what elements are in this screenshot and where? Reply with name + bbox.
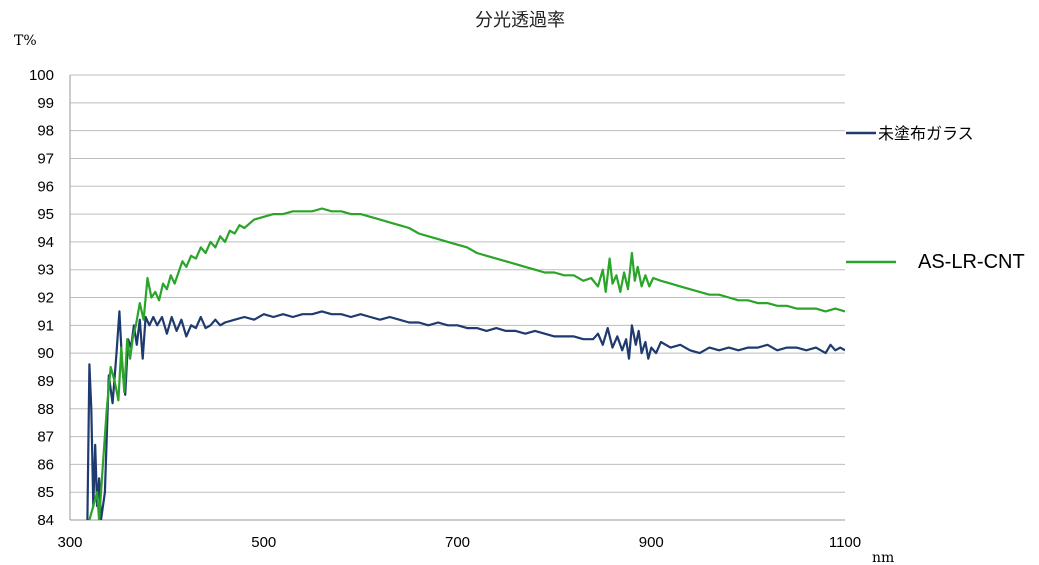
y-tick-label: 84: [37, 512, 54, 529]
y-tick-label: 92: [37, 290, 54, 307]
y-tick-label: 89: [37, 373, 54, 390]
x-tick-label: 300: [57, 534, 82, 551]
series-line-as-lr-cnt: [88, 207, 845, 520]
x-tick-label: 700: [445, 534, 470, 551]
series-line-uncoated-glass: [86, 310, 845, 520]
y-tick-label: 93: [37, 262, 54, 279]
y-tick-label: 98: [37, 123, 54, 140]
axes: [69, 75, 845, 521]
y-tick-label: 90: [37, 345, 54, 362]
grid-lines: [70, 74, 845, 521]
y-tick-label: 87: [37, 429, 54, 446]
legend-label: AS-LR-CNT: [918, 251, 1025, 273]
x-tick-labels: 300 500 700 900 1100: [57, 534, 861, 551]
y-tick-label: 91: [37, 317, 54, 334]
x-tick-label: 500: [251, 534, 276, 551]
y-tick-label: 85: [37, 484, 54, 501]
y-tick-label: 96: [37, 178, 54, 195]
x-tick-label: 900: [639, 534, 664, 551]
y-tick-label: 97: [37, 150, 54, 167]
y-axis-label: T%: [14, 33, 37, 49]
x-axis-label: nm: [872, 550, 894, 565]
legend: 未塗布ガラス AS-LR-CNT: [846, 124, 1025, 273]
y-tick-label: 86: [37, 456, 54, 473]
y-tick-label: 100: [29, 67, 54, 84]
y-tick-labels: 84 85 86 87 88 89 90 91 92 93 94 95 96 97 98 99 100: [29, 67, 54, 529]
y-tick-label: 95: [37, 206, 54, 223]
chart-title: 分光透過率: [475, 10, 565, 31]
plot-area: [86, 207, 845, 520]
y-tick-label: 99: [37, 95, 54, 112]
y-tick-label: 94: [37, 234, 54, 251]
y-tick-label: 88: [37, 401, 54, 418]
legend-label: 未塗布ガラス: [878, 124, 974, 143]
x-tick-label: 1100: [829, 534, 861, 551]
